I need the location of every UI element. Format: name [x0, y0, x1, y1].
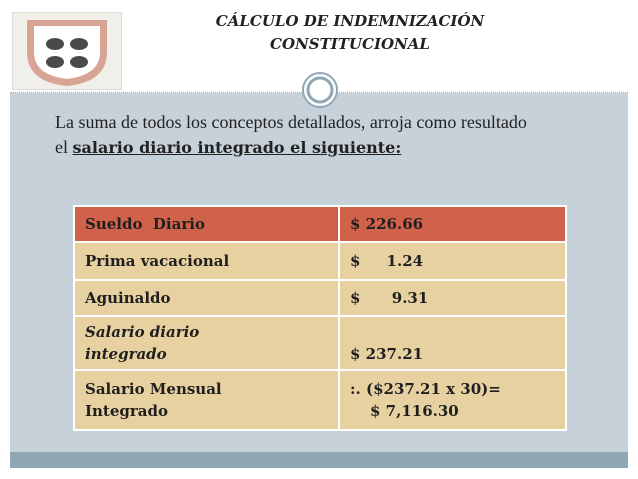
table-cell: $ 9.31	[338, 279, 567, 317]
intro-text: La suma de todos los conceptos detallado…	[55, 112, 527, 157]
table-cell: Aguinaldo	[73, 279, 340, 317]
cell-text: $ 7,116.30	[370, 402, 459, 420]
title-line: CÁLCULO DE INDEMNIZACIÓN	[215, 12, 485, 30]
cell-text: Sueldo Diario	[85, 215, 205, 233]
cell-text: :. ($237.21 x 30)=	[350, 380, 501, 398]
table: Sueldo Diario $ 226.66 Prima vacacional $ 1…	[73, 205, 567, 431]
table-row: Aguinaldo $ 9.31	[73, 279, 567, 317]
logo	[12, 12, 122, 90]
cell-text: $ 9.31	[350, 289, 429, 307]
footer-band	[10, 452, 628, 468]
title-line: CONSTITUCIONAL	[270, 35, 430, 53]
cell-text: Salario Mensual	[85, 380, 222, 398]
cell-text: $ 1.24	[350, 252, 424, 270]
cell-text: Integrado	[85, 402, 168, 420]
cell-text: Aguinaldo	[85, 289, 171, 307]
table-cell: $ 237.21	[338, 315, 567, 371]
table-cell: :. ($237.21 x 30)= $ 7,116.30	[338, 369, 567, 431]
table-cell: $ 1.24	[338, 241, 567, 281]
table-row: Salario diario integrado $ 237.21	[73, 315, 567, 371]
table-cell: Prima vacacional	[73, 241, 340, 281]
cell-text: Prima vacacional	[85, 252, 230, 270]
table-row: Salario Mensual Integrado :. ($237.21 x 30…	[73, 369, 567, 431]
table-cell: $ 226.66	[338, 205, 567, 243]
cell-text: $ 237.21	[350, 345, 424, 363]
divider-circle	[302, 72, 338, 108]
table-cell: Sueldo Diario	[73, 205, 340, 243]
table-row: Sueldo Diario $ 226.66	[73, 205, 567, 243]
table-cell: Salario Mensual Integrado	[73, 369, 340, 431]
table-row: Prima vacacional $ 1.24	[73, 241, 567, 281]
cell-text: Salario diario	[85, 323, 200, 341]
table-cell: Salario diario integrado	[73, 315, 340, 371]
cell-text: $ 226.66	[350, 215, 424, 233]
title: CÁLCULO DE INDEMNIZACIÓN CONSTITUCIONAL	[170, 10, 530, 56]
cell-text: integrado	[85, 345, 167, 363]
intro-emphasis: salario diario integrado el siguiente:	[72, 138, 402, 157]
intro: La suma de todos los conceptos detallado…	[55, 110, 535, 160]
